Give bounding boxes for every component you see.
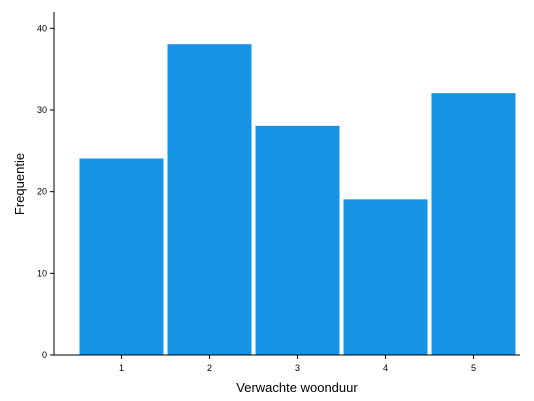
y-axis-ticks: 0 10 20 30 40: [37, 23, 54, 360]
x-tick-label-5: 5: [471, 363, 476, 373]
bar-2: [167, 44, 252, 356]
y-tick-label-40: 40: [37, 23, 47, 33]
x-axis-ticks: 1 2 3 4 5: [119, 355, 476, 373]
bars: [79, 44, 516, 356]
bar-3: [255, 125, 340, 356]
y-tick-label-10: 10: [37, 268, 47, 278]
bar-4: [343, 199, 428, 356]
bar-1: [79, 158, 164, 356]
x-tick-label-4: 4: [383, 363, 388, 373]
y-tick-label-20: 20: [37, 187, 47, 197]
x-tick-label-1: 1: [119, 363, 124, 373]
y-tick-label-30: 30: [37, 105, 47, 115]
bar-5: [431, 93, 516, 356]
x-axis-title: Verwachte woonduur: [236, 380, 358, 395]
x-tick-label-3: 3: [295, 363, 300, 373]
y-axis-title: Frequentie: [12, 153, 27, 215]
x-tick-label-2: 2: [207, 363, 212, 373]
y-tick-label-0: 0: [42, 350, 47, 360]
